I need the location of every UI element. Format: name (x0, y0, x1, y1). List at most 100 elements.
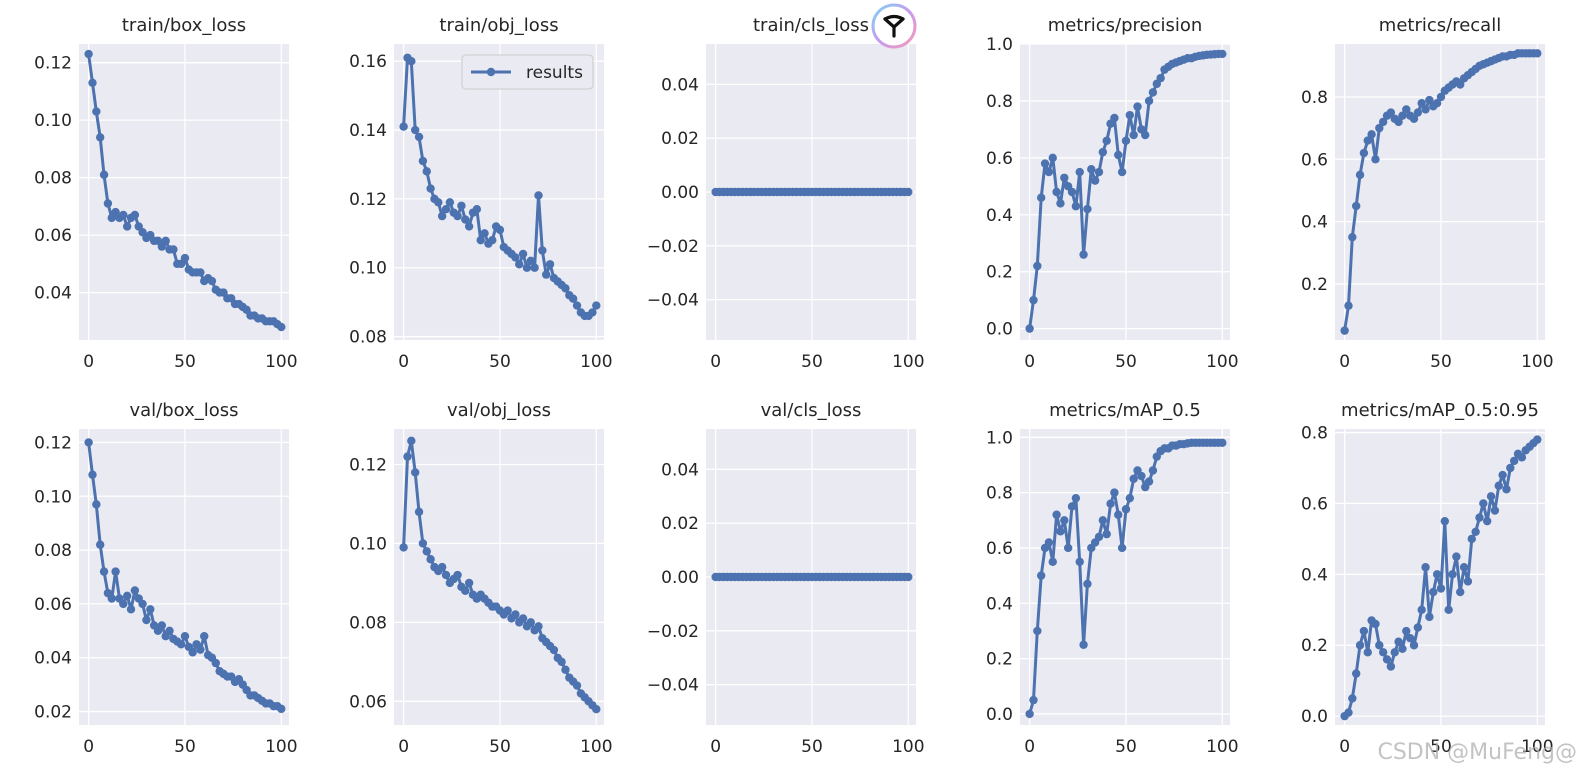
x-tick-label: 100 (892, 737, 924, 757)
data-point (1083, 204, 1092, 214)
data-point (1029, 695, 1038, 705)
x-tick-label: 100 (580, 352, 612, 372)
data-point (511, 610, 520, 619)
data-point (277, 322, 286, 332)
data-point (165, 626, 174, 636)
y-tick-label: 0.04 (661, 460, 699, 480)
data-point (1121, 505, 1131, 514)
data-point (418, 539, 428, 548)
data-point (176, 640, 186, 649)
data-point (1144, 96, 1154, 106)
data-point (518, 249, 528, 259)
data-point (1121, 136, 1131, 145)
data-point (588, 308, 597, 317)
data-point (1425, 612, 1434, 622)
x-tick-label: 100 (265, 352, 297, 372)
data-point (1448, 570, 1457, 579)
data-point (441, 205, 451, 214)
y-tick-label: 0.12 (349, 456, 387, 476)
data-point (142, 615, 151, 625)
data-point (1533, 49, 1542, 58)
data-point (1409, 641, 1419, 650)
data-point (1359, 626, 1369, 636)
data-point (119, 599, 128, 609)
y-tick-label: −0.04 (647, 676, 699, 696)
data-point (1087, 165, 1096, 174)
data-point (1033, 261, 1042, 271)
data-point (407, 436, 416, 446)
data-point (1390, 648, 1399, 657)
y-tick-label: 0.10 (349, 259, 387, 279)
data-point (1218, 438, 1227, 448)
data-point (515, 260, 524, 269)
data-point (414, 507, 424, 517)
y-tick-label: 0.08 (34, 541, 72, 561)
chart-panel: −0.04 −0.02 0.00 0.02 0.04 0 50 100 train/cls_lo… (647, 15, 925, 372)
data-point (1421, 563, 1430, 572)
data-point (1102, 529, 1111, 539)
chart-panel: 0.0 0.2 0.4 0.6 0.8 0 50 100 metrics/mAP_0.5:0.9… (1301, 400, 1554, 757)
data-point (488, 235, 497, 245)
data-point (1125, 110, 1135, 120)
data-point (1060, 516, 1069, 525)
data-point (122, 222, 132, 231)
x-tick-label: 50 (489, 737, 511, 757)
data-point (1444, 605, 1453, 614)
data-point (530, 263, 539, 272)
data-point (592, 705, 601, 714)
x-tick-label: 100 (1206, 737, 1238, 757)
data-point (1402, 626, 1411, 636)
x-tick-label: 0 (1024, 352, 1035, 372)
data-point (453, 570, 462, 580)
data-point (1517, 453, 1527, 462)
data-point (1533, 435, 1542, 444)
data-point (1110, 488, 1119, 497)
data-point (1129, 130, 1138, 140)
data-point (437, 211, 447, 221)
data-point (1378, 648, 1388, 657)
y-tick-label: 0.12 (34, 433, 72, 453)
data-point (1133, 102, 1142, 111)
chart-panel: 0.06 0.08 0.10 0.12 0 50 100 val/obj_loss (349, 400, 612, 757)
y-tick-label: 0.04 (34, 284, 72, 304)
y-tick-label: 0.16 (349, 52, 387, 72)
data-point (1148, 466, 1158, 475)
data-point (426, 555, 435, 564)
y-tick-label: 0.2 (986, 263, 1013, 283)
x-tick-label: 0 (83, 352, 94, 372)
chart-panel: 0.0 0.2 0.4 0.6 0.8 1.0 0 50 100 metrics/mAP_0.5 (986, 400, 1239, 757)
y-tick-label: 0.0 (986, 320, 1013, 340)
data-point (511, 253, 520, 262)
chart-title: metrics/precision (1048, 15, 1203, 36)
data-point (1417, 99, 1426, 108)
legend-box (461, 54, 594, 90)
data-point (95, 540, 105, 549)
data-point (1375, 641, 1384, 650)
y-tick-label: 0.4 (1301, 213, 1328, 233)
y-tick-label: 0.0 (986, 705, 1013, 725)
data-point (1498, 470, 1507, 480)
data-point (200, 632, 209, 641)
data-point (414, 132, 424, 142)
data-point (1509, 456, 1519, 466)
data-point (1079, 250, 1088, 259)
data-point (1398, 644, 1407, 653)
data-point (1440, 516, 1450, 526)
data-point (1417, 605, 1426, 614)
x-tick-label: 100 (892, 352, 924, 372)
y-tick-label: 0.0 (1301, 707, 1328, 727)
data-point (111, 567, 120, 576)
data-point (1044, 538, 1054, 547)
watermark-text: CSDN @MuFeng@ (1377, 740, 1577, 765)
data-point (1075, 557, 1084, 566)
y-tick-label: 1.0 (986, 428, 1013, 448)
y-tick-label: 0.06 (34, 226, 72, 246)
data-point (1033, 626, 1042, 636)
data-point (1479, 499, 1488, 508)
y-tick-label: 0.6 (986, 539, 1013, 559)
x-tick-label: 50 (801, 352, 823, 372)
plot-area (1020, 44, 1230, 340)
data-point (526, 256, 535, 266)
data-point (1402, 105, 1411, 114)
plot-area (1020, 429, 1230, 725)
